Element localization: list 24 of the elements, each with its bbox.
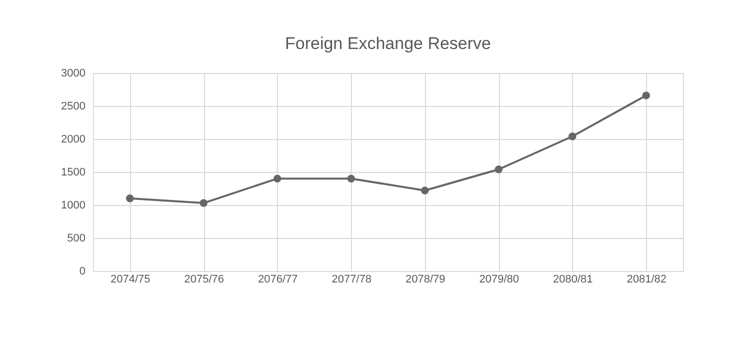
x-tick-label: 2076/77 [258, 274, 298, 286]
y-tick-label: 1500 [61, 166, 86, 178]
point [642, 92, 650, 100]
x-tick-label: 2075/76 [184, 274, 224, 286]
point [274, 174, 282, 182]
y-tick-label: 2000 [61, 134, 86, 146]
x-tick-label: 2081/82 [626, 274, 667, 286]
x-tick-label: 2080/81 [552, 274, 593, 286]
y-tick-label: 3000 [61, 68, 86, 80]
x-tick-label: 2078/79 [405, 274, 446, 286]
point [421, 186, 429, 194]
chart-title: Foreign Exchange Reserve [284, 34, 492, 53]
y-tick-label: 1000 [61, 200, 86, 212]
y-tick-label: 0 [79, 266, 86, 278]
point [347, 174, 355, 182]
y-tick-label: 500 [67, 232, 86, 244]
x-tick-label: 2079/80 [479, 274, 520, 286]
y-tick-label: 2500 [61, 100, 86, 112]
x-tick-label: 2074/75 [110, 274, 150, 286]
point [200, 199, 208, 207]
point [126, 194, 134, 202]
point [568, 132, 576, 140]
point [494, 165, 502, 174]
x-tick-label: 2077/78 [332, 274, 372, 286]
